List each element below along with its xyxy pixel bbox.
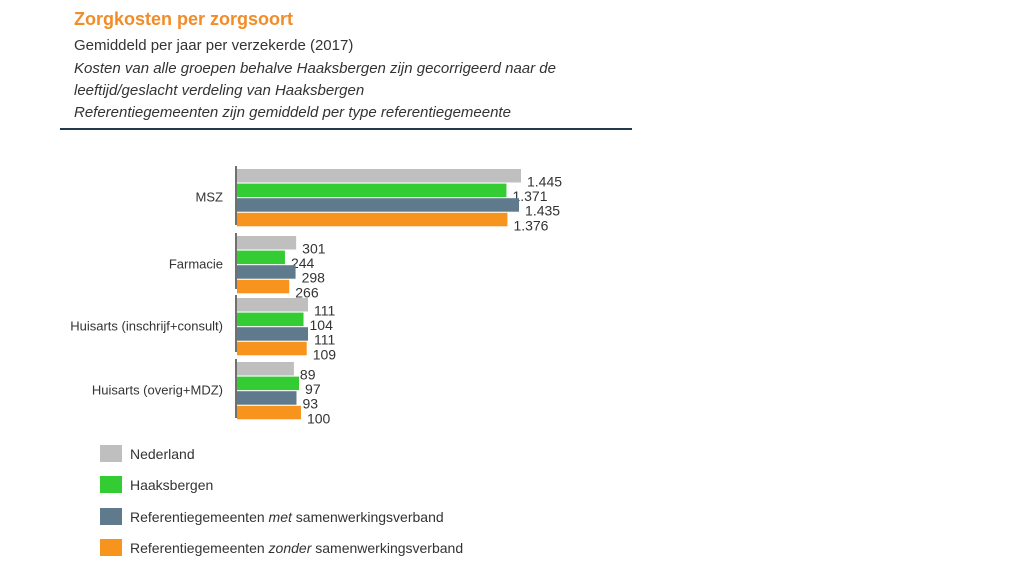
data-label-referentiegemeenten-zonder-samenwerkingsverband-farmacie: 266 <box>295 284 319 300</box>
header-divider <box>60 128 632 130</box>
data-label-haaksbergen-huisarts-overig-mdz: 97 <box>305 381 321 397</box>
bar-referentiegemeenten-met-samenwerkingsverband-huisarts-inschrijf-consult <box>237 327 308 341</box>
legend-swatch-haaksbergen <box>100 476 122 493</box>
legend-label-zonder: Referentiegemeenten zonder samenwerkings… <box>130 540 464 556</box>
chart-note-3: Referentiegemeenten zijn gemiddeld per t… <box>74 104 511 121</box>
legend-swatch-zonder <box>100 539 122 556</box>
data-label-nederland-msz: 1.445 <box>527 174 562 190</box>
data-label-referentiegemeenten-met-samenwerkingsverband-huisarts-inschrijf-consult: 111 <box>314 332 335 348</box>
category-label-huisarts-inschrijf-consult: Huisarts (inschrijf+consult) <box>70 319 223 334</box>
bar-haaksbergen-huisarts-inschrijf-consult <box>237 312 304 327</box>
bar-haaksbergen-huisarts-overig-mdz <box>237 376 300 391</box>
bar-nederland-farmacie <box>237 236 297 250</box>
chart-note-2: leeftijd/geslacht verdeling van Haaksber… <box>74 82 365 99</box>
data-label-haaksbergen-msz: 1.371 <box>512 188 547 204</box>
bar-referentiegemeenten-met-samenwerkingsverband-msz <box>237 198 520 212</box>
legend-label-haaksbergen: Haaksbergen <box>130 477 214 493</box>
bar-nederland-huisarts-overig-mdz <box>237 362 294 376</box>
bar-nederland-msz <box>237 169 521 183</box>
category-label-farmacie: Farmacie <box>169 257 223 272</box>
bar-haaksbergen-msz <box>237 183 507 198</box>
chart-subtitle: Gemiddeld per jaar per verzekerde (2017) <box>74 37 354 54</box>
bar-referentiegemeenten-zonder-samenwerkingsverband-huisarts-inschrijf-consult <box>237 341 307 356</box>
data-label-referentiegemeenten-met-samenwerkingsverband-msz: 1.435 <box>525 203 560 219</box>
bar-referentiegemeenten-zonder-samenwerkingsverband-msz <box>237 212 508 227</box>
legend-swatch-nederland <box>100 445 122 462</box>
bar-nederland-huisarts-inschrijf-consult <box>237 298 308 312</box>
data-label-haaksbergen-huisarts-inschrijf-consult: 104 <box>310 317 334 333</box>
data-label-nederland-huisarts-overig-mdz: 89 <box>300 367 316 383</box>
legend-swatch-met <box>100 508 122 525</box>
legend-label-nederland: Nederland <box>130 446 195 462</box>
data-label-nederland-farmacie: 301 <box>302 241 326 257</box>
data-label-haaksbergen-farmacie: 244 <box>291 255 315 271</box>
category-label-msz: MSZ <box>196 190 224 205</box>
data-label-referentiegemeenten-zonder-samenwerkingsverband-msz: 1.376 <box>513 217 548 233</box>
bar-referentiegemeenten-zonder-samenwerkingsverband-farmacie <box>237 279 290 294</box>
data-label-referentiegemeenten-met-samenwerkingsverband-farmacie: 298 <box>302 270 326 286</box>
data-label-nederland-huisarts-inschrijf-consult: 111 <box>314 303 335 319</box>
chart-title: Zorgkosten per zorgsoort <box>74 9 294 29</box>
bar-referentiegemeenten-zonder-samenwerkingsverband-huisarts-overig-mdz <box>237 405 301 420</box>
bar-referentiegemeenten-met-samenwerkingsverband-farmacie <box>237 265 296 279</box>
category-label-huisarts-overig-mdz: Huisarts (overig+MDZ) <box>92 383 223 398</box>
legend-label-met: Referentiegemeenten met samenwerkingsver… <box>130 509 444 525</box>
data-label-referentiegemeenten-met-samenwerkingsverband-huisarts-overig-mdz: 93 <box>302 396 318 412</box>
data-label-referentiegemeenten-zonder-samenwerkingsverband-huisarts-inschrijf-consult: 109 <box>313 346 337 362</box>
bar-haaksbergen-farmacie <box>237 250 285 265</box>
bar-referentiegemeenten-met-samenwerkingsverband-huisarts-overig-mdz <box>237 391 297 405</box>
chart-note-1: Kosten van alle groepen behalve Haaksber… <box>74 60 556 77</box>
data-label-referentiegemeenten-zonder-samenwerkingsverband-huisarts-overig-mdz: 100 <box>307 410 331 426</box>
